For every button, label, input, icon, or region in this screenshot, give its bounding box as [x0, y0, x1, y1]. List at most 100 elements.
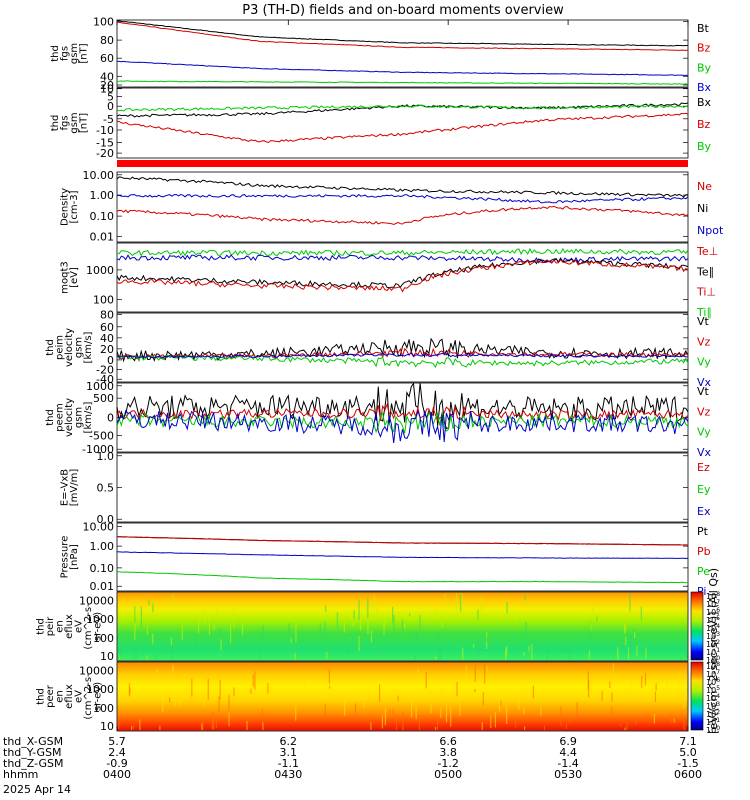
spectrogram-streak	[370, 630, 373, 643]
y-axis-label: thd	[50, 115, 61, 132]
colorbar-tick-label: 104	[706, 623, 720, 633]
y-tick-label: 0.10	[90, 562, 115, 575]
panel-peir-spec: 10000 1000 100 10 thdpeirenefluxeV(cm^2-s-sr…	[36, 591, 689, 663]
spectrogram-streak	[641, 675, 643, 688]
panel-frame	[116, 661, 689, 732]
y-axis-label: thd	[50, 45, 61, 62]
spectrogram-streak	[486, 665, 488, 672]
spectrogram-streak	[367, 618, 369, 635]
spectrogram-streak	[528, 646, 530, 652]
y-axis-label: [eV]	[69, 267, 80, 288]
y-tick-label: 5	[107, 90, 114, 103]
spectrogram-streak	[415, 631, 417, 641]
spectrogram-streak	[462, 647, 464, 660]
colorbar-tick-label: 102	[706, 639, 720, 649]
y-tick-label: 0.10	[90, 210, 115, 223]
spectrogram-streak	[152, 603, 154, 612]
y-tick-label: 0.5	[97, 482, 115, 495]
spectrogram-streak	[358, 599, 360, 621]
y-axis-label: [km/s]	[83, 331, 94, 363]
y-axis-label: eflux	[64, 684, 75, 709]
x-row-value: 6.6	[439, 735, 457, 748]
spectrogram-streak	[673, 718, 675, 723]
spectrogram-streak	[393, 615, 395, 634]
y-axis-label: thd	[45, 409, 56, 426]
spectrogram-streak	[665, 610, 667, 614]
y-tick-label: -15	[96, 137, 114, 150]
spectrogram-streak	[506, 705, 508, 725]
spectrogram-streak	[261, 708, 263, 723]
legend-Ey: Ey	[697, 483, 711, 496]
y-axis-label: [mV/m]	[69, 469, 80, 507]
date-label: 2025 Apr 14	[3, 783, 71, 796]
y-tick-label: 1000	[86, 683, 114, 696]
spectrogram-streak	[611, 692, 613, 702]
spectrogram-streak	[620, 723, 622, 727]
colorbar-tick-label: 105	[706, 615, 720, 625]
legend-Vt: Vt	[697, 315, 710, 328]
spectrogram-streak	[436, 717, 439, 730]
trace-density-Npot	[116, 193, 689, 204]
y-tick-label: 100	[93, 294, 114, 307]
y-tick-label: 20	[100, 343, 114, 356]
legend-By: By	[697, 61, 712, 74]
spectrogram-streak	[148, 599, 150, 606]
colorbar-ticks: 1081071061051041031021011001081071061051…	[706, 591, 720, 735]
spectrogram-streak	[624, 622, 626, 634]
panel-frame	[116, 87, 689, 159]
legend-Vt: Vt	[697, 385, 710, 398]
spectrogram-streak	[397, 695, 399, 702]
spectrogram-streak	[430, 704, 432, 714]
x-row-value: 0530	[554, 768, 582, 781]
spectrogram-streak	[611, 706, 613, 715]
panel-frame	[116, 522, 689, 592]
spectrogram-streak	[383, 620, 385, 636]
spectrogram-streak	[524, 595, 526, 601]
x-row-value: 6.2	[280, 735, 298, 748]
spectrogram-streak	[262, 625, 264, 636]
spectrogram-streak	[666, 677, 668, 695]
spectrogram-streak	[359, 696, 361, 702]
plot-title: P3 (TH-D) fields and on-board moments ov…	[242, 3, 564, 18]
panel-peer-spec: 10000 1000 100 10 thdpeerenefluxeV(cm^2-s-sr…	[36, 661, 689, 733]
spectrogram-streak	[683, 717, 685, 730]
trace-pressure-Pb	[117, 536, 689, 546]
spectrogram-streak	[354, 703, 357, 718]
spectrogram-streak	[480, 597, 483, 613]
trace-fgs-gsm-mag-Bt	[116, 20, 688, 47]
quality-flag-bar	[117, 160, 688, 167]
x-row-value: -1.4	[557, 757, 578, 770]
spectrogram-streak	[445, 702, 448, 723]
legend-Bx: Bx	[697, 96, 712, 109]
spectrogram-streak	[425, 672, 427, 689]
spectrogram-streak	[633, 627, 635, 648]
spectrogram-streak	[134, 605, 136, 623]
spectrogram-streak	[295, 706, 297, 721]
trace-peim-velocity-Vx	[116, 352, 689, 359]
spectrogram-streak	[146, 655, 148, 660]
legend-Te∥: Te∥	[696, 265, 714, 278]
spectrogram-streak	[636, 645, 638, 657]
x-row-value: -0.9	[106, 757, 127, 770]
spectrogram-streak	[481, 722, 483, 730]
spectrogram-streak	[352, 637, 354, 653]
spectrogram-streak	[379, 684, 381, 702]
y-axis-label: velocity	[64, 328, 75, 367]
spectrogram-streak	[370, 721, 372, 730]
y-axis-label: eV	[74, 620, 85, 633]
legend-Pi: Pi	[697, 585, 706, 598]
colorbar-ion	[690, 591, 704, 661]
colorbar-tick-label: 107	[706, 669, 720, 679]
spectrogram-streak	[228, 709, 230, 727]
y-axis-label: peer	[45, 684, 56, 708]
y-tick-label: 20	[100, 79, 114, 92]
spectrogram-streak	[519, 687, 521, 692]
spectrogram-streak	[246, 720, 248, 730]
legend-Ti∥: Ti∥	[696, 306, 712, 319]
y-axis-label: Pressure	[59, 536, 70, 579]
y-tick-label: 40	[100, 332, 114, 345]
spectrogram-streak	[367, 597, 369, 618]
y-tick-label: 10000	[79, 664, 114, 677]
